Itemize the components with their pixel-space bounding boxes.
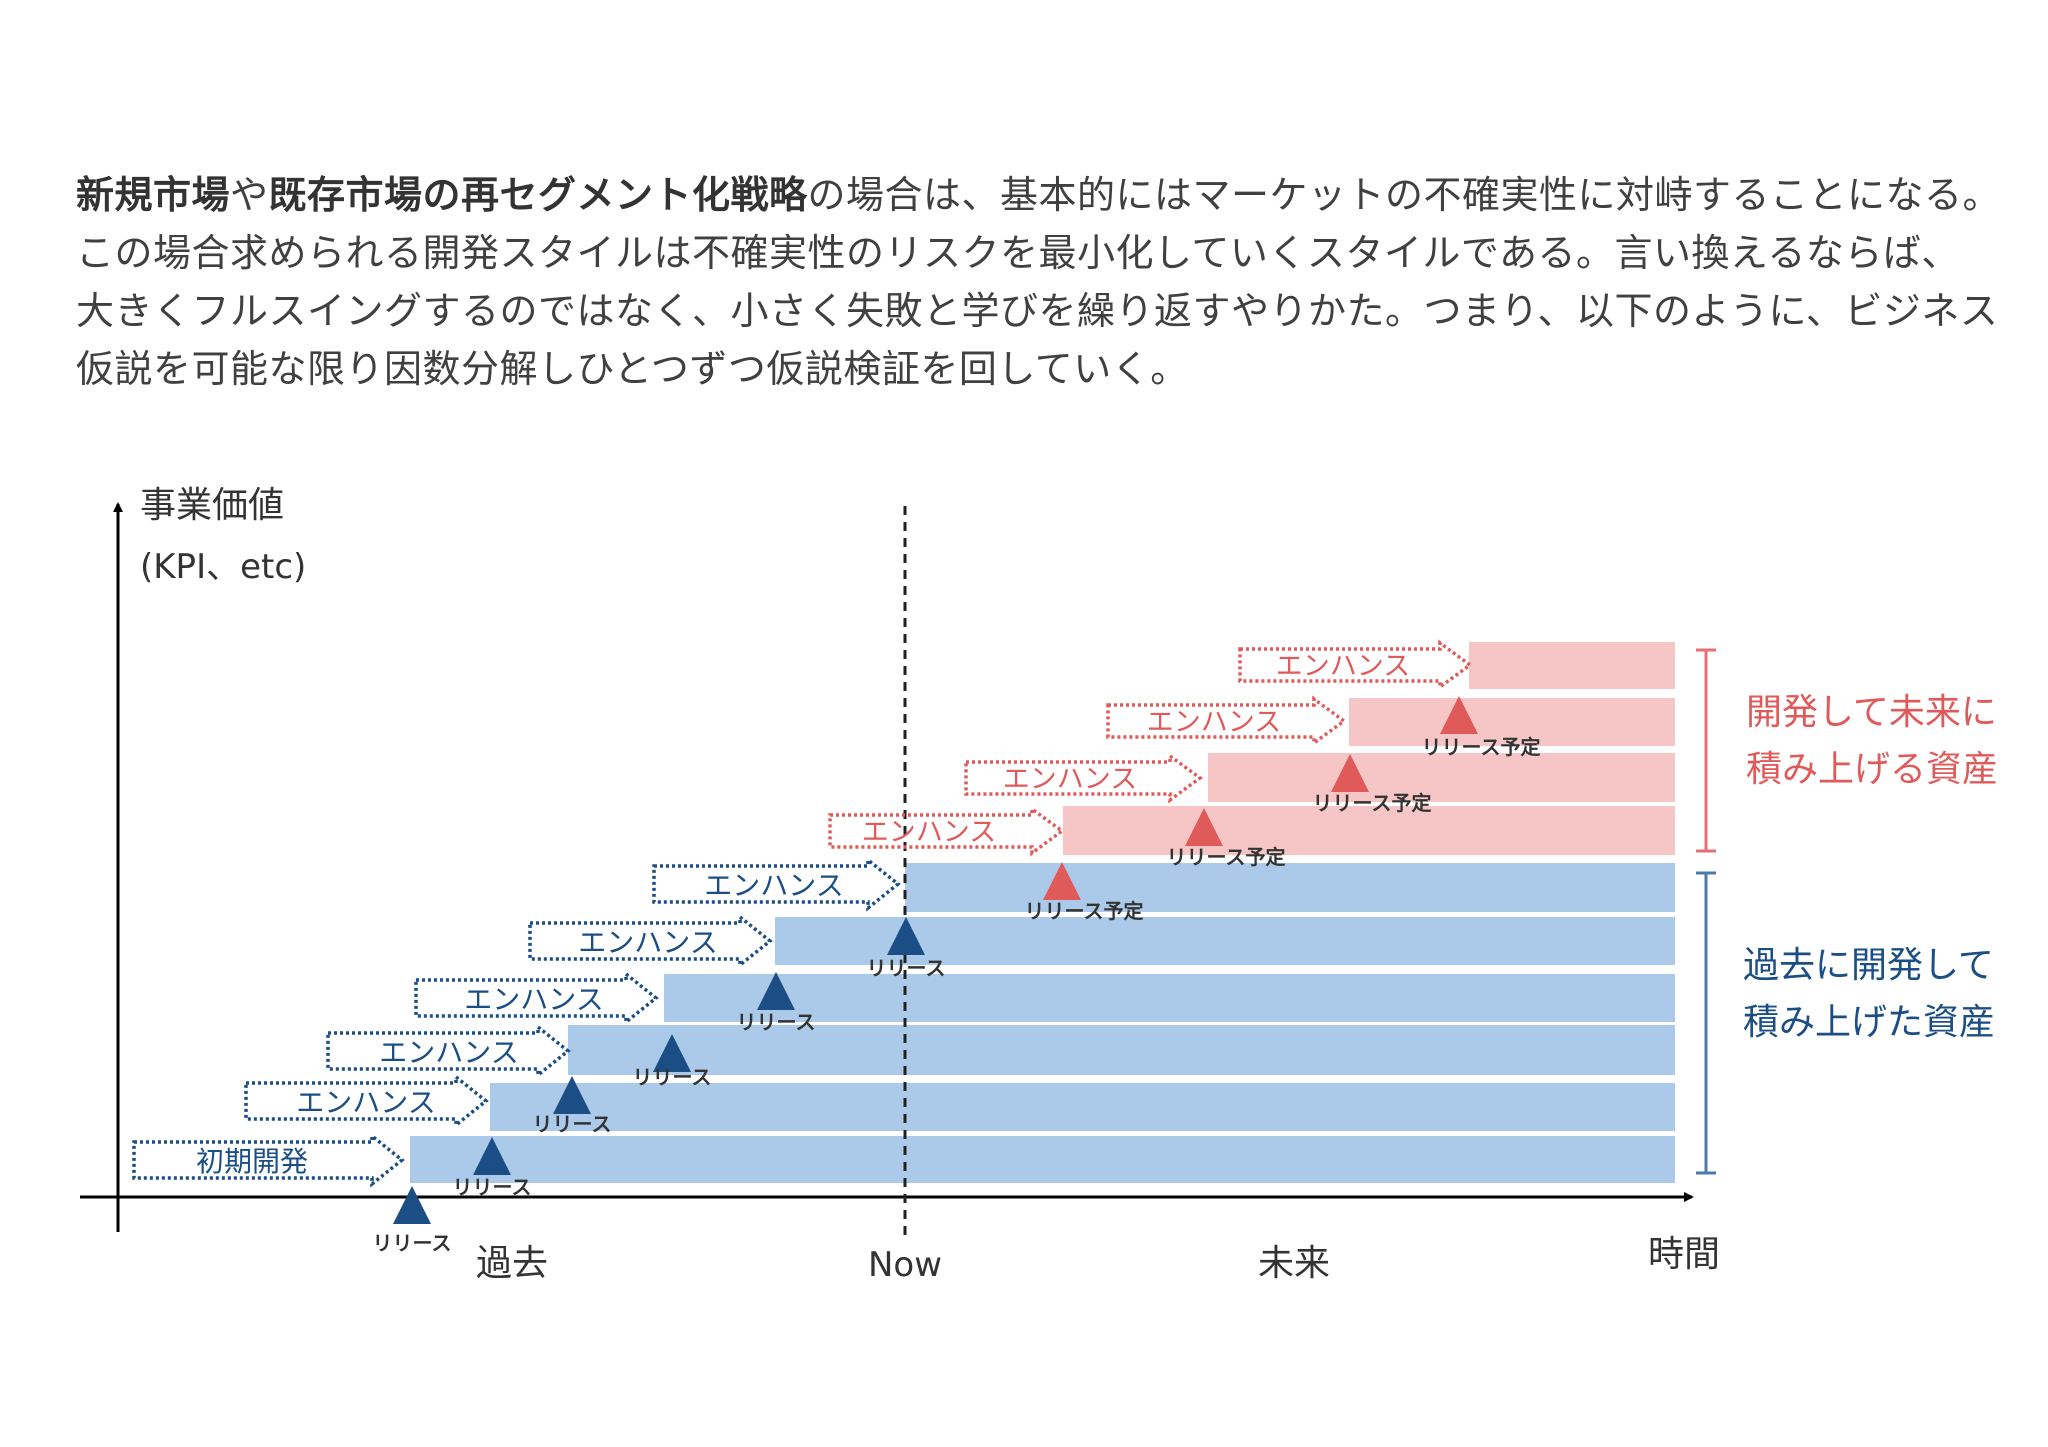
dev-arrow-label: エンハンス — [379, 1036, 518, 1069]
future-label: 未来 — [1258, 1243, 1330, 1284]
planned-release-triangle — [1331, 754, 1369, 792]
y-axis-label-2: (KPI、etc) — [140, 547, 306, 587]
now-label: Now — [868, 1245, 942, 1285]
planned-release-label: リリース予定 — [1167, 845, 1286, 869]
release-label: リリース — [737, 1010, 816, 1034]
dev-arrow-future — [1106, 695, 1347, 747]
release-label: リリース — [867, 956, 946, 980]
release-label: リリース — [533, 1112, 612, 1136]
past-label: 過去 — [476, 1243, 548, 1284]
planned-release-label: リリース予定 — [1313, 791, 1432, 815]
future-asset-layer — [1469, 642, 1675, 689]
intro-bold-new-market: 新規市場 — [76, 173, 231, 217]
dev-arrow-past — [132, 1132, 405, 1188]
intro-line-2: この場合求められる開発スタイルは不確実性のリスクを最小化していくスタイルである。… — [76, 231, 1960, 275]
dev-arrow-past — [414, 970, 659, 1026]
planned-release-label: リリース予定 — [1422, 735, 1541, 759]
dev-arrow-label: エンハンス — [578, 926, 717, 959]
past-asset-layer — [568, 1025, 1675, 1075]
past-asset-layer — [775, 917, 1675, 965]
dev-arrow-label: エンハンス — [1003, 764, 1137, 795]
future-asset-layer — [1208, 753, 1675, 802]
dev-arrow-label: エンハンス — [704, 869, 843, 902]
intro-connector: や — [230, 173, 269, 217]
dev-arrow-label: エンハンス — [464, 983, 603, 1016]
past-asset-layer — [410, 1136, 1675, 1183]
future-asset-layer — [1063, 806, 1675, 855]
dev-arrow-future — [828, 805, 1065, 857]
planned-release-triangle — [1440, 696, 1478, 734]
dev-arrow-past — [652, 856, 901, 912]
past-asset-bracket — [1696, 871, 1716, 1175]
release-triangle — [653, 1034, 691, 1072]
release-label: リリース — [633, 1065, 712, 1089]
x-axis-label: 時間 — [1648, 1234, 1720, 1275]
release-triangle — [393, 1186, 431, 1224]
past-asset-layer — [664, 974, 1675, 1022]
development-arrows: 初期開発エンハンスエンハンスエンハンスエンハンスエンハンスエンハンスエンハンスエ… — [132, 639, 1473, 1188]
planned-release-triangle — [1043, 862, 1081, 900]
release-label: リリース — [453, 1175, 532, 1199]
intro-line-4: 仮説を可能な限り因数分解しひとつずつ仮説検証を回していく。 — [76, 347, 1189, 391]
release-triangle — [887, 917, 925, 955]
dev-arrow-label: エンハンス — [296, 1086, 435, 1119]
past-asset-layer — [490, 1083, 1675, 1131]
intro-line-1: 新規市場や既存市場の再セグメント化戦略の場合は、基本的にはマーケットの不確実性に… — [76, 166, 2016, 224]
planned-release-label: リリース予定 — [1025, 899, 1144, 923]
dev-arrow-future — [1238, 639, 1473, 691]
dev-arrow-past — [528, 913, 773, 969]
y-axis-label-1: 事業価値 — [140, 485, 284, 526]
release-triangle — [757, 972, 795, 1010]
release-markers: リリースリリースリリースリリースリリースリリースリリース予定リリース予定リリース… — [373, 696, 1541, 1255]
release-triangle — [553, 1076, 591, 1114]
past-asset-label-2: 積み上げた資産 — [1743, 1002, 1995, 1043]
release-label: リリース — [373, 1231, 452, 1255]
dev-arrow-future — [964, 752, 1203, 804]
dev-arrow-label: 初期開発 — [196, 1145, 308, 1178]
dev-arrow-past — [326, 1023, 571, 1079]
intro-line-3: 大きくフルスイングするのではなく、小さく失敗と学びを繰り返すやりかた。つまり、以… — [76, 289, 1999, 333]
past-asset-layer — [905, 863, 1675, 912]
future-asset-layer — [1349, 698, 1675, 746]
future-asset-label-1: 開発して未来に — [1746, 692, 1997, 733]
intro-line-1-rest: の場合は、基本的にはマーケットの不確実性に対峙することになる。 — [807, 173, 2002, 217]
asset-layers — [410, 642, 1675, 1183]
dev-arrow-label: エンハンス — [862, 817, 996, 848]
intro-text: 新規市場や既存市場の再セグメント化戦略の場合は、基本的にはマーケットの不確実性に… — [76, 166, 2016, 398]
intro-bold-segment-strategy: 既存市場の再セグメント化戦略 — [268, 173, 808, 217]
future-asset-label-2: 積み上げる資産 — [1746, 749, 1998, 790]
release-triangle — [473, 1137, 511, 1175]
planned-release-triangle — [1185, 808, 1223, 846]
dev-arrow-past — [244, 1073, 489, 1129]
dev-arrow-label: エンハンス — [1147, 707, 1281, 738]
future-asset-bracket — [1696, 648, 1716, 853]
past-asset-label-1: 過去に開発して — [1743, 945, 1994, 986]
dev-arrow-label: エンハンス — [1276, 651, 1410, 682]
